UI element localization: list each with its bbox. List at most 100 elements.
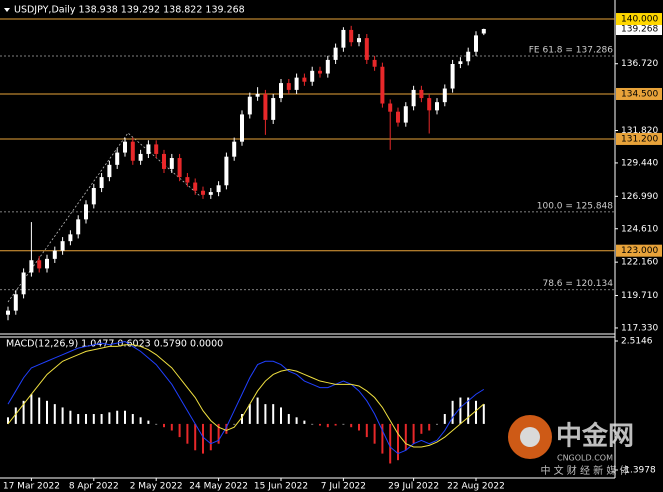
candle-body	[76, 219, 81, 235]
histogram-bar	[295, 417, 298, 424]
watermark-logo	[520, 427, 540, 447]
histogram-bar	[272, 404, 275, 424]
candle-body	[216, 185, 221, 193]
candle-body	[458, 61, 463, 65]
candle-body	[333, 47, 338, 60]
histogram-bar	[319, 423, 321, 426]
histogram-bar	[389, 423, 392, 464]
histogram-bar	[404, 423, 407, 451]
candle-body	[45, 258, 49, 269]
histogram-bar	[459, 397, 462, 424]
candle-body	[302, 77, 307, 82]
histogram-bar	[326, 423, 329, 428]
histogram-bar	[30, 394, 33, 424]
histogram-bar	[358, 423, 360, 431]
candle-body	[29, 260, 34, 273]
candle-body	[466, 51, 471, 62]
candle-body	[427, 98, 432, 111]
candle-body	[60, 241, 65, 251]
level-box	[616, 132, 662, 145]
level-label: 123.000	[621, 246, 658, 256]
level-label: 131.200	[621, 134, 658, 144]
histogram-bar	[350, 423, 353, 428]
candle-body	[318, 70, 322, 74]
candle-body	[154, 144, 159, 154]
y-tick-label: -1.3978	[621, 466, 656, 476]
candle-body	[99, 177, 104, 189]
x-tick-label: 22 Aug 2022	[447, 482, 505, 492]
candle-body	[177, 158, 182, 178]
collapse-icon	[4, 8, 10, 12]
histogram-bar	[163, 423, 165, 428]
histogram-bar	[373, 423, 376, 444]
histogram-bar	[334, 423, 337, 426]
histogram-bar	[451, 400, 454, 424]
histogram-bar	[170, 423, 173, 431]
candle-body	[474, 35, 478, 52]
candle-body	[68, 234, 73, 242]
candle-body	[224, 156, 229, 186]
fibo-label: 100.0 = 125.848	[537, 201, 614, 211]
histogram-bar	[311, 423, 314, 425]
candle-body	[52, 250, 57, 259]
candle-body	[372, 59, 377, 67]
candle-body	[279, 83, 283, 99]
watermark-slogan: 中 文 财 经 新 媒 体	[540, 464, 629, 477]
candle-body	[310, 70, 315, 82]
watermark-url: CNGOLD.COM	[557, 454, 613, 463]
candle-body	[263, 93, 268, 120]
candle-body	[286, 83, 291, 90]
candle-body	[240, 114, 244, 142]
histogram-bar	[209, 423, 212, 451]
candle-body	[388, 103, 393, 112]
fibo-label: 78.6 = 120.134	[542, 279, 613, 289]
histogram-bar	[53, 404, 56, 424]
x-tick-label: 2 May 2022	[130, 482, 183, 492]
histogram-bar	[92, 414, 95, 424]
histogram-bar	[7, 417, 9, 424]
watermark-name: 中金网	[556, 421, 634, 452]
chart-title: USDJPY,Daily 138.938 139.292 138.822 139…	[14, 5, 245, 16]
candle-body	[442, 88, 447, 103]
histogram-bar	[280, 407, 282, 424]
histogram-bar	[397, 423, 399, 461]
histogram-bar	[365, 423, 368, 438]
histogram-bar	[77, 414, 80, 424]
histogram-bar	[436, 423, 438, 425]
histogram-bar	[178, 423, 181, 438]
histogram-bar	[467, 397, 470, 424]
candle-body	[364, 38, 369, 60]
histogram-bar	[248, 404, 251, 424]
histogram-bar	[225, 423, 228, 434]
candle-body	[325, 59, 330, 74]
histogram-bar	[22, 400, 25, 424]
y-tick-label: 117.330	[621, 323, 658, 333]
y-tick-label: 2.5146	[621, 337, 653, 347]
candle-body	[232, 141, 237, 157]
x-tick-label: 17 Mar 2022	[3, 482, 60, 492]
histogram-bar	[303, 420, 306, 424]
level-box	[616, 244, 662, 257]
candle-body	[450, 64, 455, 89]
y-tick-label: 131.820	[621, 126, 658, 136]
candle-body	[294, 77, 299, 90]
candle-body	[396, 111, 400, 123]
y-tick-label: 124.610	[621, 224, 658, 234]
candle-body	[130, 141, 135, 161]
histogram-bar	[475, 400, 477, 424]
candle-body	[247, 96, 252, 115]
histogram-bar	[155, 423, 158, 425]
candle-body	[107, 164, 112, 178]
histogram-bar	[428, 423, 431, 431]
candle-body	[380, 66, 385, 104]
signal-line	[7, 344, 485, 448]
candle-body	[84, 204, 88, 220]
candle-body	[349, 29, 354, 43]
candle-body	[162, 153, 166, 169]
candle-body	[91, 188, 96, 205]
histogram-bar	[420, 423, 423, 434]
fibo-label: FE 61.8 = 137.286	[529, 46, 614, 56]
histogram-bar	[116, 410, 119, 424]
candle-body	[435, 102, 439, 111]
